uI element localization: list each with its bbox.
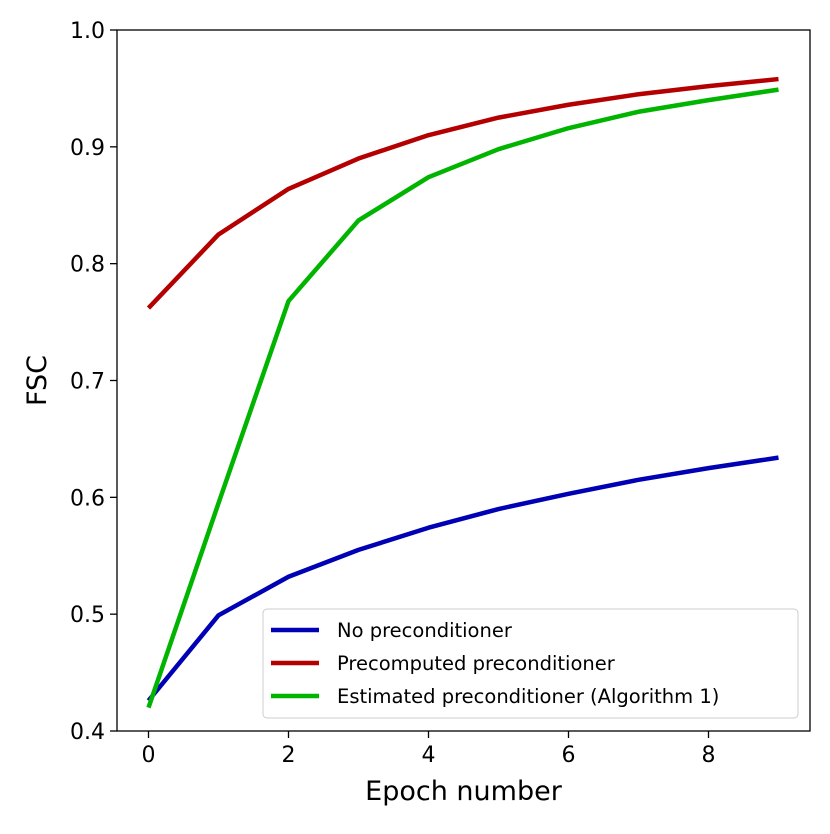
plot-frame [116, 29, 811, 732]
y-tick-label: 0.9 [70, 136, 105, 161]
legend: No preconditioner Precomputed preconditio… [262, 608, 799, 719]
x-tick-label: 4 [422, 743, 436, 768]
y-tick-label: 1.0 [70, 19, 105, 44]
legend-entry-label: Estimated preconditioner (Algorithm 1) [337, 685, 719, 708]
y-tick-label: 0.5 [70, 603, 105, 628]
y-tick-label: 0.4 [70, 720, 105, 745]
series-layer [146, 76, 779, 709]
ticks-layer: 0 2 4 6 8 0.4 0.5 0.6 0.7 0.8 0.9 1.0 [70, 19, 716, 768]
y-axis-label: FSC [22, 355, 53, 406]
x-tick-label: 2 [282, 743, 296, 768]
legend-entry-label: Precomputed preconditioner [337, 652, 616, 675]
series-line-1 [146, 455, 779, 703]
series-line-2 [146, 76, 779, 310]
x-tick-label: 0 [142, 743, 156, 768]
y-tick-label: 0.8 [70, 253, 105, 278]
x-tick-label: 6 [562, 743, 576, 768]
x-axis-label: Epoch number [365, 776, 563, 807]
y-tick-label: 0.7 [70, 370, 105, 395]
series-line-3 [146, 87, 779, 709]
x-tick-label: 8 [702, 743, 716, 768]
legend-box [262, 608, 799, 719]
y-tick-label: 0.6 [70, 486, 105, 511]
legend-entry-label: No preconditioner [337, 619, 513, 642]
